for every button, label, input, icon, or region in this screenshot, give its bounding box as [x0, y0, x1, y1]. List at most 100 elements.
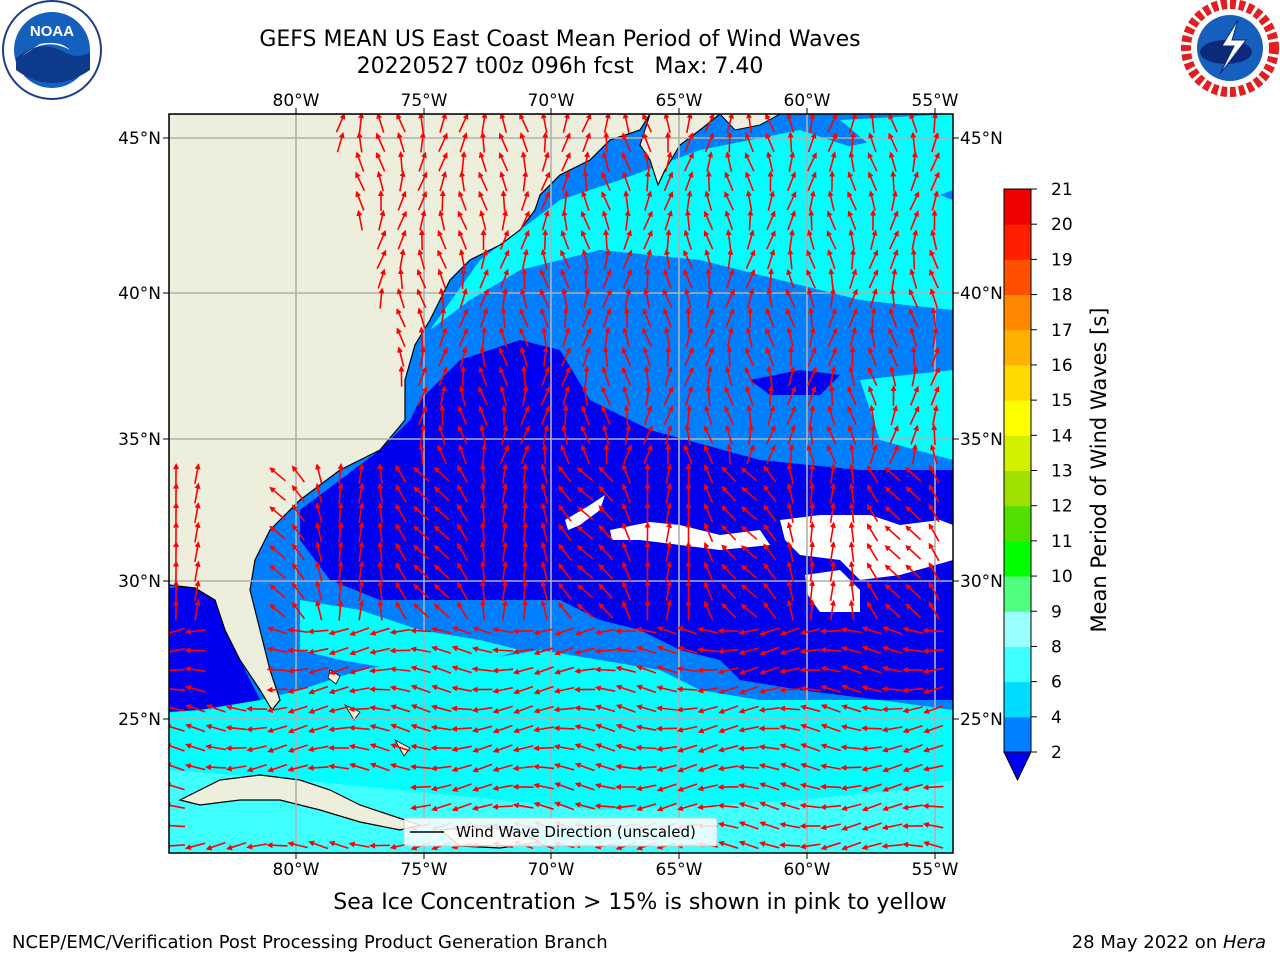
wind-wave-arrow [725, 365, 733, 387]
wind-wave-arrow [827, 190, 835, 211]
wind-wave-arrow [787, 248, 794, 270]
wind-wave-arrow [205, 764, 227, 771]
wind-wave-arrow [598, 563, 614, 580]
wind-wave-arrow [560, 229, 570, 250]
wind-wave-arrow [725, 307, 735, 328]
wind-wave-arrow [665, 502, 673, 524]
wind-wave-arrow [738, 705, 759, 714]
wind-wave-arrow [697, 724, 718, 734]
wind-wave-arrow [541, 326, 548, 348]
wind-wave-arrow [636, 803, 657, 812]
wind-wave-arrow [169, 842, 186, 849]
wind-wave-arrow [396, 327, 406, 348]
wind-wave-arrow [291, 601, 306, 620]
wind-wave-arrow [479, 482, 486, 504]
wind-wave-arrow [931, 404, 939, 426]
wind-wave-arrow [911, 229, 919, 250]
wind-wave-arrow [328, 726, 349, 733]
wind-wave-arrow [726, 326, 734, 348]
wind-wave-arrow [787, 131, 794, 153]
wind-wave-arrow [431, 802, 452, 812]
wind-wave-arrow [375, 151, 386, 172]
wind-wave-arrow [558, 602, 572, 620]
credit-line: NCEP/EMC/Verification Post Processing Pr… [12, 932, 608, 953]
wind-wave-arrow [581, 444, 591, 465]
wind-wave-arrow [472, 626, 493, 635]
wind-wave-arrow [664, 366, 673, 387]
wind-wave-arrow [726, 114, 734, 133]
wind-wave-arrow [799, 648, 821, 655]
wind-wave-arrow [621, 366, 632, 387]
wind-wave-arrow [615, 704, 636, 713]
wind-wave-arrow [861, 802, 882, 812]
wind-wave-arrow [662, 288, 673, 309]
wind-wave-arrow [308, 685, 329, 695]
colorbar-segment [1004, 646, 1031, 683]
wind-wave-arrow [413, 486, 430, 502]
wind-wave-arrow [685, 326, 693, 348]
wind-wave-arrow [746, 114, 753, 134]
wind-wave-arrow [848, 580, 855, 601]
wind-wave-arrow [522, 521, 529, 543]
wind-wave-arrow [930, 307, 937, 328]
wind-wave-arrow [738, 628, 759, 636]
wind-wave-arrow [869, 114, 876, 133]
wind-wave-arrow [451, 645, 472, 655]
wind-wave-arrow [746, 229, 755, 250]
wind-wave-arrow [541, 366, 550, 387]
wind-wave-arrow [287, 705, 308, 714]
wind-wave-arrow [337, 580, 344, 602]
wind-wave-arrow [840, 724, 862, 732]
wind-wave-arrow [512, 745, 534, 753]
wind-wave-arrow [335, 114, 346, 133]
wind-wave-arrow [460, 365, 467, 387]
wind-wave-arrow [501, 541, 508, 563]
wind-wave-arrow [847, 424, 857, 445]
wind-wave-arrow [558, 582, 572, 600]
wind-wave-arrow [738, 764, 760, 771]
wind-wave-arrow [558, 524, 572, 542]
lat-label-left-30n: 30°N [118, 572, 161, 592]
wind-wave-arrow [829, 482, 836, 504]
wind-wave-arrow [602, 346, 609, 368]
wind-wave-arrow [315, 580, 323, 601]
wind-wave-arrow [623, 307, 630, 329]
wind-wave-arrow [663, 171, 674, 192]
wind-wave-arrow [656, 665, 677, 674]
wind-wave-arrow [522, 463, 529, 485]
wind-wave-arrow [395, 542, 407, 562]
lat-label-left-35n: 35°N [118, 430, 161, 450]
wind-wave-arrow [451, 783, 472, 792]
wind-wave-arrow [663, 386, 674, 406]
wind-wave-arrow [656, 685, 677, 693]
wind-wave-arrow [820, 723, 841, 733]
wind-wave-arrow [684, 132, 694, 153]
wind-wave-arrow [786, 385, 797, 406]
wind-wave-arrow [800, 723, 821, 733]
wind-wave-arrow [786, 502, 794, 523]
wind-wave-arrow [622, 268, 633, 289]
wind-wave-arrow [522, 560, 529, 582]
wind-wave-arrow [703, 580, 714, 601]
wind-wave-arrow [740, 486, 758, 501]
wind-wave-arrow [721, 524, 737, 541]
wind-wave-arrow [758, 686, 780, 694]
wind-wave-arrow [519, 308, 529, 328]
wind-wave-arrow [269, 564, 286, 579]
wind-wave-arrow [358, 521, 365, 543]
wind-wave-arrow [867, 366, 878, 387]
wind-wave-arrow [929, 288, 939, 309]
wind-wave-arrow [410, 743, 431, 751]
wind-wave-arrow [931, 424, 938, 446]
wind-wave-arrow [601, 210, 610, 231]
wind-wave-arrow [676, 803, 698, 812]
wind-wave-arrow [458, 114, 469, 133]
wind-wave-arrow [931, 190, 939, 211]
wind-wave-arrow [867, 152, 878, 172]
wind-wave-arrow [902, 687, 923, 694]
wind-wave-arrow [905, 544, 922, 560]
wind-wave-arrow [665, 229, 672, 251]
wind-wave-arrow [684, 346, 694, 367]
wind-wave-arrow [829, 502, 836, 524]
wind-wave-arrow [395, 562, 407, 581]
